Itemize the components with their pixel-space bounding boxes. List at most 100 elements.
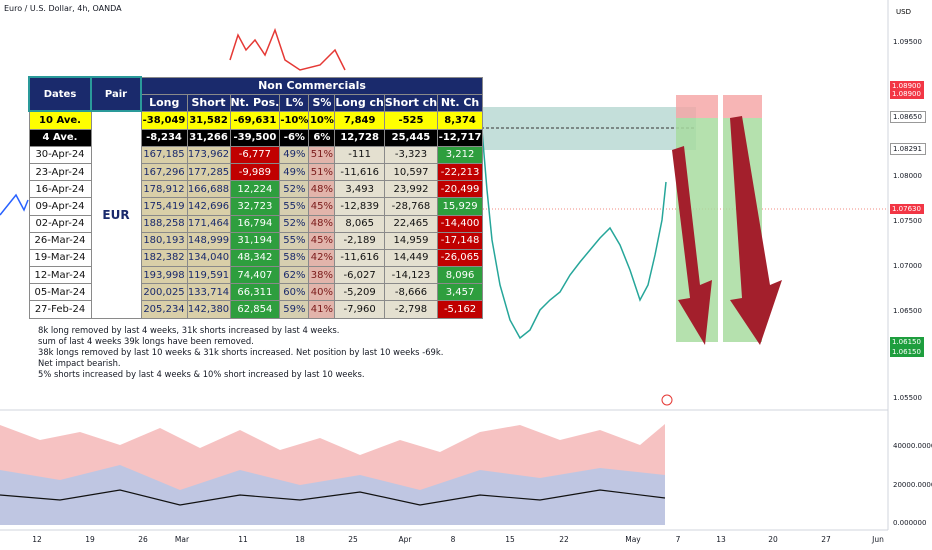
value-cell: 32,723 bbox=[229, 197, 281, 216]
price-label: 1.09500 bbox=[893, 38, 922, 46]
volume-average bbox=[0, 489, 666, 506]
value-cell: 180,193 bbox=[140, 231, 188, 250]
price-label: 1.07000 bbox=[893, 262, 922, 270]
value-cell: -69,631 bbox=[229, 110, 281, 130]
value-cell: 58% bbox=[279, 248, 310, 268]
value-cell: 193,998 bbox=[140, 266, 188, 285]
time-label: 11 bbox=[238, 535, 248, 544]
value-cell: -7,960 bbox=[334, 300, 385, 319]
value-cell: 175,419 bbox=[140, 197, 188, 216]
volume-area bbox=[0, 465, 665, 525]
value-cell: 12,224 bbox=[229, 180, 281, 199]
header-cell: L% bbox=[279, 93, 310, 112]
date-cell: 09-Apr-24 bbox=[28, 197, 92, 216]
value-cell: -11,616 bbox=[334, 162, 385, 182]
value-cell: -2,189 bbox=[334, 231, 385, 250]
value-cell: 3,457 bbox=[437, 283, 484, 302]
value-cell: 182,382 bbox=[140, 248, 188, 268]
date-cell: 16-Apr-24 bbox=[28, 180, 92, 199]
date-cell: 23-Apr-24 bbox=[28, 162, 92, 182]
header-cell: Pair bbox=[90, 75, 142, 113]
value-cell: -39,500 bbox=[229, 128, 281, 147]
time-label: 27 bbox=[821, 535, 831, 544]
value-cell: 38% bbox=[308, 266, 336, 285]
value-cell: -26,065 bbox=[437, 248, 484, 268]
notes: 8k long removed by last 4 weeks, 31k sho… bbox=[38, 325, 443, 380]
value-cell: 10,597 bbox=[383, 162, 439, 182]
value-cell: 23,992 bbox=[383, 180, 439, 199]
value-cell: 48% bbox=[308, 180, 336, 199]
data-row: 05-Mar-24 200,025 133,714 66,311 60% 40% -5,20… bbox=[28, 283, 484, 302]
data-row: 12-Mar-24 193,998 119,591 74,407 62% 38% -6,02… bbox=[28, 266, 484, 285]
volume-label: 0.000000 bbox=[893, 519, 927, 527]
value-cell: -5,162 bbox=[437, 300, 484, 319]
value-cell: 51% bbox=[308, 145, 336, 164]
note-line: sum of last 4 weeks 39k longs have been … bbox=[38, 336, 254, 346]
value-cell: 49% bbox=[279, 145, 310, 164]
date-cell: 10 Ave. bbox=[28, 110, 92, 130]
price-badge: 1.08650 bbox=[890, 111, 926, 123]
time-label: 7 bbox=[675, 535, 681, 544]
value-cell: -38,049 bbox=[140, 110, 188, 130]
value-cell: 14,959 bbox=[383, 231, 439, 250]
value-cell: 173,962 bbox=[186, 145, 231, 164]
event-icon bbox=[661, 394, 673, 406]
value-cell: 3,212 bbox=[437, 145, 484, 164]
value-cell: -17,148 bbox=[437, 231, 484, 250]
stop-box bbox=[676, 95, 718, 118]
time-label: 19 bbox=[85, 535, 95, 544]
price-label: 1.07500 bbox=[893, 217, 922, 225]
value-cell: 3,493 bbox=[334, 180, 385, 199]
value-cell: -28,768 bbox=[383, 197, 439, 216]
value-cell: 167,185 bbox=[140, 145, 188, 164]
value-cell: 14,449 bbox=[383, 248, 439, 268]
value-cell: 48,342 bbox=[229, 248, 281, 268]
value-cell: 22,465 bbox=[383, 214, 439, 233]
value-cell: 8,374 bbox=[437, 110, 484, 130]
value-cell: 142,696 bbox=[186, 197, 231, 216]
time-label: 13 bbox=[716, 535, 726, 544]
cot-table: Dates Pair Non Commercials Long Short Nt. Pos… bbox=[28, 75, 484, 319]
date-cell: 05-Mar-24 bbox=[28, 283, 92, 302]
value-cell: -111 bbox=[334, 145, 385, 164]
price-path bbox=[229, 27, 346, 71]
price-badge: 1.08900 bbox=[890, 81, 924, 91]
note-line: 8k long removed by last 4 weeks, 31k sho… bbox=[38, 325, 340, 335]
time-label: 18 bbox=[295, 535, 305, 544]
header-cell: Short ch bbox=[383, 93, 439, 112]
value-cell: 48% bbox=[308, 214, 336, 233]
value-cell: 66,311 bbox=[229, 283, 281, 302]
value-cell: 60% bbox=[279, 283, 310, 302]
date-cell: 02-Apr-24 bbox=[28, 214, 92, 233]
time-label: 12 bbox=[32, 535, 42, 544]
time-label: 8 bbox=[450, 535, 456, 544]
price-label: 1.05500 bbox=[893, 394, 922, 402]
note-line: 38k longs removed by last 10 weeks & 31k… bbox=[38, 347, 444, 357]
value-cell: -14,123 bbox=[383, 266, 439, 285]
value-cell: 134,040 bbox=[186, 248, 231, 268]
value-cell: 55% bbox=[279, 197, 310, 216]
value-cell: 41% bbox=[308, 300, 336, 319]
value-cell: -11,616 bbox=[334, 248, 385, 268]
value-cell: 8,065 bbox=[334, 214, 385, 233]
data-row: 30-Apr-24 167,185 173,962 -6,777 49% 51% -111-… bbox=[28, 145, 484, 164]
value-cell: 142,380 bbox=[186, 300, 231, 319]
header-cell: Nt. Ch bbox=[437, 93, 484, 112]
value-cell: -2,798 bbox=[383, 300, 439, 319]
value-cell: 119,591 bbox=[186, 266, 231, 285]
header-row: Dates Pair Non Commercials bbox=[28, 75, 484, 113]
value-cell: 177,285 bbox=[186, 162, 231, 182]
value-cell: -12,839 bbox=[334, 197, 385, 216]
time-label: 22 bbox=[559, 535, 569, 544]
value-cell: 55% bbox=[279, 231, 310, 250]
value-cell: 7,849 bbox=[334, 110, 385, 130]
value-cell: 49% bbox=[279, 162, 310, 182]
currency: USD bbox=[896, 8, 911, 16]
price-label: 1.06500 bbox=[893, 307, 922, 315]
header-cell: Long ch bbox=[334, 93, 385, 112]
data-row: 23-Apr-24 167,296 177,285 -9,989 49% 51% -11,6… bbox=[28, 162, 484, 182]
header-row: Long Short Nt. Pos. L% S% Long ch Short ch Nt. … bbox=[29, 93, 484, 112]
time-label: May bbox=[625, 535, 641, 544]
date-cell: 4 Ave. bbox=[28, 128, 92, 147]
